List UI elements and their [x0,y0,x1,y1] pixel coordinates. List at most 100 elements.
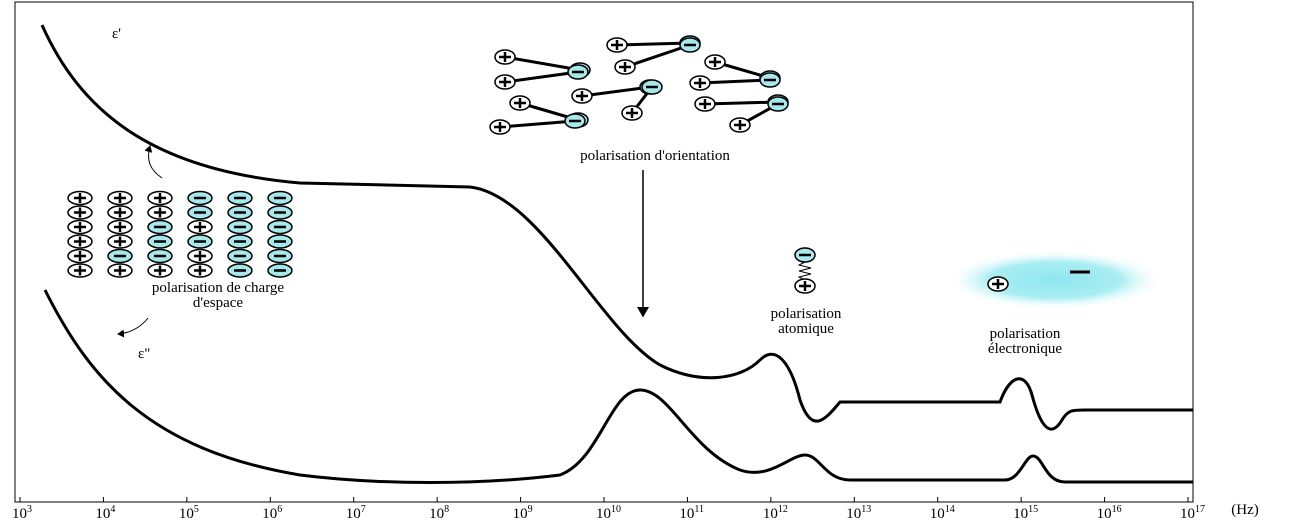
diagram: ε' ε" polarisation d'orientation polaris… [0,0,1302,522]
epsilon-imag-curve [45,290,1193,483]
positive-charge [495,75,515,89]
label: d'espace [193,295,244,311]
negative-charge [768,97,788,111]
negative-charge [228,221,252,234]
positive-charge [795,279,815,293]
negative-charge [268,250,292,263]
tick-base: 10 [846,506,861,522]
negative-charge [228,235,252,248]
negative-charge [108,250,132,263]
tick-base: 10 [1097,506,1112,522]
negative-charge [228,264,252,277]
positive-charge [188,264,212,277]
tick-exp: 6 [277,504,282,515]
positive-charge [705,55,725,69]
negative-charge [148,221,172,234]
x-tick-label: 1016 [1097,504,1122,522]
label: polarisation [990,326,1061,342]
negative-charge [642,80,662,94]
positive-charge [148,192,172,205]
positive-charge [510,96,530,110]
arrow [118,318,148,334]
negative-charge [568,65,588,79]
positive-charge [68,264,92,277]
x-tick-label: 1013 [846,504,871,522]
label: polarisation d'orientation [580,148,730,164]
positive-charge [607,38,627,52]
negative-charge [228,206,252,219]
tick-exp: 8 [444,504,449,515]
tick-exp: 12 [778,504,788,515]
tick-base: 10 [679,506,694,522]
x-tick-label: 1017 [1180,504,1205,522]
tick-exp: 7 [361,504,366,515]
tick-base: 10 [1180,506,1195,522]
negative-charge [680,38,700,52]
tick-exp: 16 [1112,504,1122,515]
spring [799,262,811,280]
positive-charge [572,89,592,103]
tick-base: 10 [179,506,194,522]
tick-base: 10 [12,506,27,522]
positive-charge [68,235,92,248]
axis-unit: (Hz) [1231,502,1258,518]
curve-label: ε" [138,346,150,362]
tick-exp: 11 [694,504,704,515]
positive-charge [68,221,92,234]
negative-charge [228,192,252,205]
positive-charge [622,106,642,120]
positive-charge [188,250,212,263]
x-tick-label: 1015 [1013,504,1038,522]
label: polarisation de charge [152,280,285,296]
electron-cloud [945,250,1165,310]
negative-charge [268,221,292,234]
positive-charge [108,264,132,277]
tick-exp: 10 [611,504,621,515]
tick-exp: 17 [1195,504,1205,515]
x-tick-label: 1010 [596,504,621,522]
negative-charge [228,250,252,263]
positive-charge [188,221,212,234]
positive-charge [495,50,515,64]
negative-charge [148,250,172,263]
x-tick-label: 104 [95,504,115,522]
positive-charge [690,76,710,90]
epsilon-real-curve [42,25,1193,429]
positive-charge [148,264,172,277]
positive-charge [490,120,510,134]
tick-base: 10 [1013,506,1028,522]
positive-charge [148,206,172,219]
negative-charge [268,264,292,277]
positive-charge [695,97,715,111]
negative-charge [188,192,212,205]
bond [617,43,690,45]
positive-charge [108,192,132,205]
tick-exp: 9 [528,504,533,515]
arrow [149,146,163,178]
x-tick-label: 106 [262,504,282,522]
negative-charge [565,114,585,128]
x-tick-label: 1011 [679,504,704,522]
tick-exp: 5 [194,504,199,515]
positive-charge [730,118,750,132]
negative-charge [268,206,292,219]
positive-charge [68,206,92,219]
curve-label: ε' [112,26,121,42]
negative-charge [268,192,292,205]
tick-base: 10 [930,506,945,522]
tick-base: 10 [596,506,611,522]
tick-exp: 14 [945,504,955,515]
x-tick-label: 103 [12,504,32,522]
x-tick-label: 109 [513,504,533,522]
tick-base: 10 [262,506,277,522]
positive-charge [615,60,635,74]
tick-base: 10 [429,506,444,522]
bond [505,72,578,82]
tick-exp: 13 [861,504,871,515]
x-tick-label: 1014 [930,504,955,522]
tick-base: 10 [346,506,361,522]
positive-charge [988,277,1008,291]
bond [705,102,778,104]
tick-exp: 15 [1028,504,1038,515]
negative-charge [188,235,212,248]
